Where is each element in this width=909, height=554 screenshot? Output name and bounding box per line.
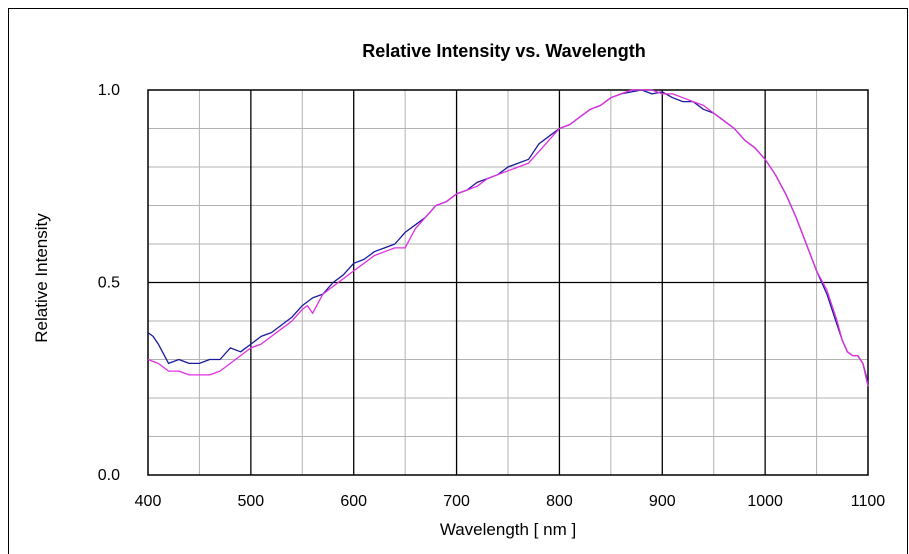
x-tick-label: 500 — [238, 493, 265, 510]
x-tick-label: 800 — [546, 493, 573, 510]
chart-title: Relative Intensity vs. Wavelength — [362, 41, 645, 61]
x-tick-label: 1000 — [747, 493, 783, 510]
x-tick-label: 900 — [649, 493, 676, 510]
x-tick-label: 400 — [135, 493, 162, 510]
x-axis-label: Wavelength [ nm ] — [440, 520, 576, 539]
plot-area — [147, 89, 869, 476]
x-tick-label: 1100 — [851, 493, 886, 510]
y-tick-label: 0.5 — [98, 275, 120, 292]
y-tick-label: 1.0 — [98, 82, 120, 99]
series-layer — [147, 89, 869, 387]
x-tick-label: 700 — [443, 493, 470, 510]
x-tick-label: 600 — [340, 493, 367, 510]
x-tick-labels: 400 500 600 700 800 900 1000 1100 — [135, 493, 886, 510]
y-tick-labels: 0.0 0.5 1.0 — [98, 82, 120, 484]
grid — [148, 90, 868, 475]
y-tick-label: 0.0 — [98, 467, 120, 484]
y-axis-label: Relative Intensity — [32, 213, 51, 343]
series-line-2 — [147, 89, 869, 387]
